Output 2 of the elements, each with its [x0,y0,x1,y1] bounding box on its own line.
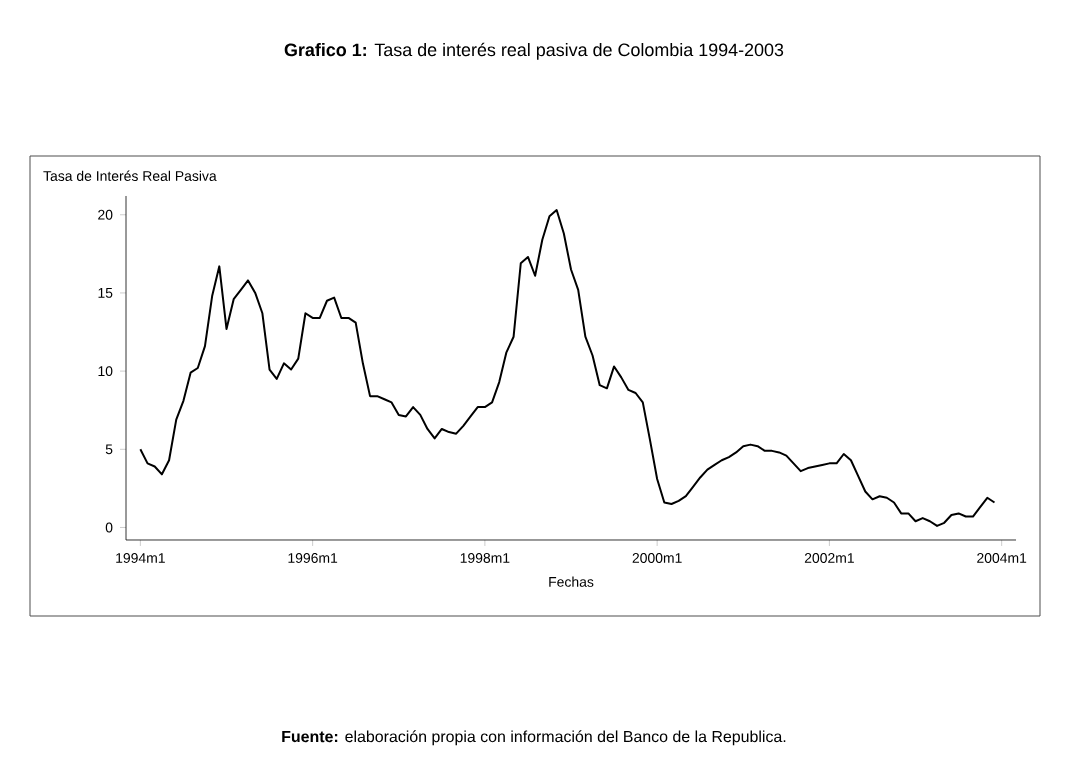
line-series [139,209,996,527]
chart-title: Grafico 1: Tasa de interés real pasiva de Colombia 1994-2003 [284,42,784,60]
